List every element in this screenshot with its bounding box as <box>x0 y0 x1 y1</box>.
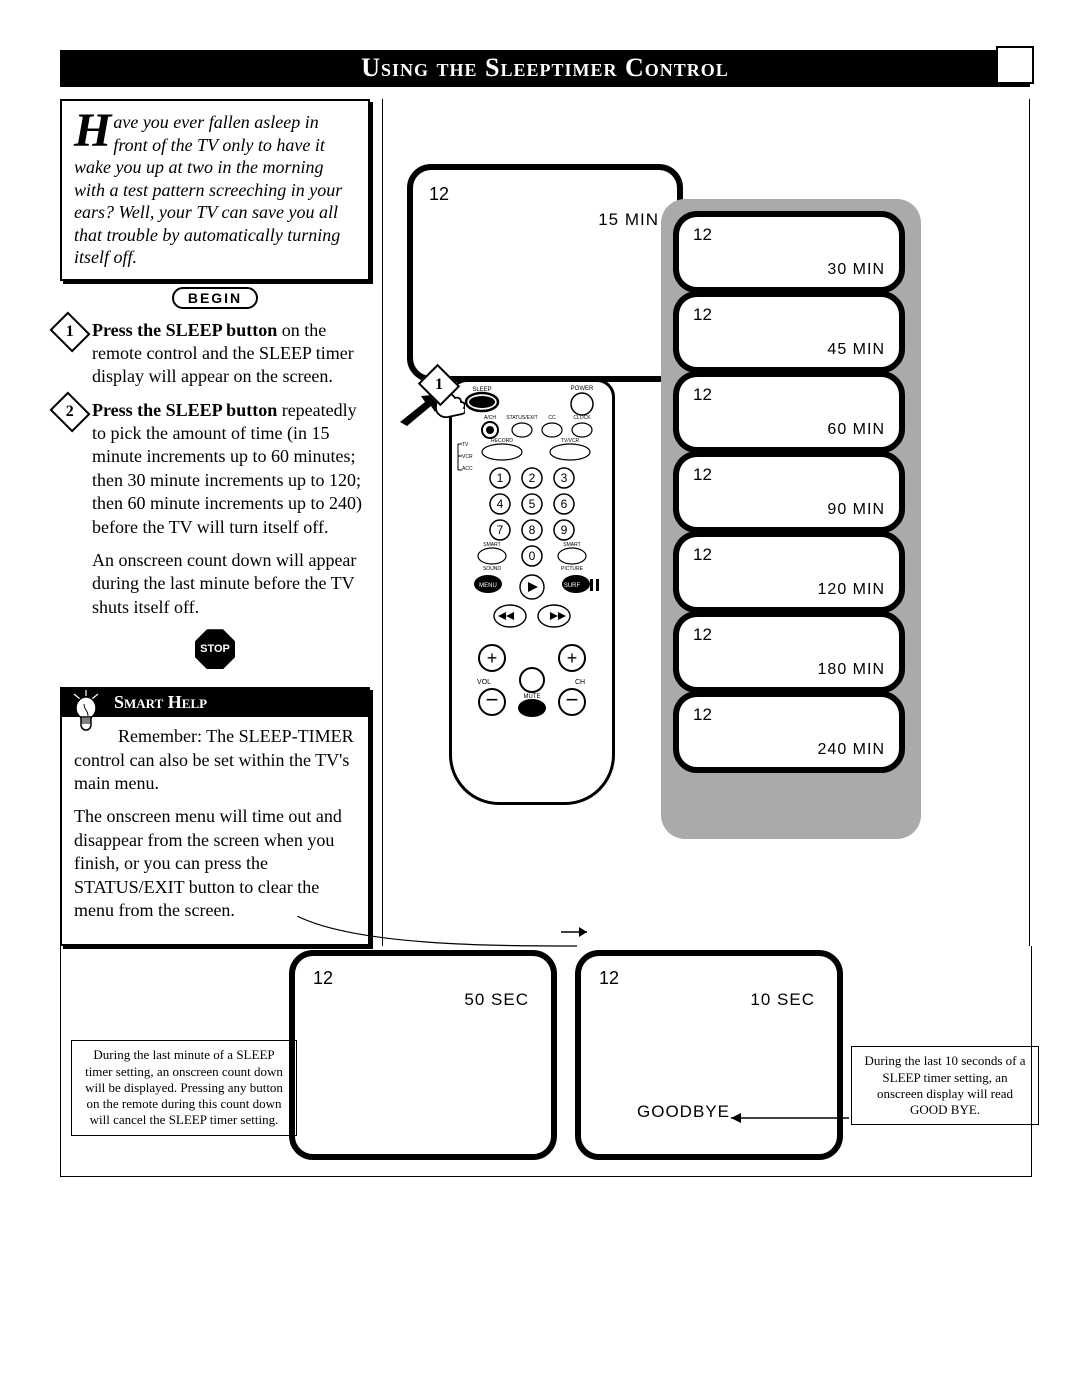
svg-text:7: 7 <box>497 523 504 537</box>
svg-text:SURF: SURF <box>564 583 581 589</box>
left-column: H ave you ever fallen asleep in front of… <box>60 99 370 946</box>
step-1-bold: Press the SLEEP button <box>92 320 277 340</box>
step-2: 2 Press the SLEEP button repeatedly to p… <box>92 399 370 539</box>
note-right: During the last 10 seconds of a SLEEP ti… <box>851 1046 1039 1125</box>
svg-text:PICTURE: PICTURE <box>561 566 584 572</box>
svg-text:0: 0 <box>529 549 536 563</box>
tv-bottom-right-ch: 12 <box>599 968 619 989</box>
svg-text:−: − <box>486 687 499 712</box>
intro-box: H ave you ever fallen asleep in front of… <box>60 99 370 281</box>
step-2-rest: repeatedly to pick the amount of time (i… <box>92 400 362 537</box>
smart-help-title: Smart Help <box>114 692 207 712</box>
right-column: 12 15 MIN 12 30 MIN 12 45 MIN 12 60 MIN <box>382 99 1030 946</box>
tv-screen-main: 12 15 MIN <box>407 164 683 382</box>
step-2-extra: An onscreen count down will appear durin… <box>92 549 370 619</box>
smart-help-box: Smart Help Remember: The SL <box>60 687 370 946</box>
remote-svg: SLEEP POWER A/CH STATUS/EXIT <box>452 382 612 802</box>
page-number-badge <box>996 46 1034 84</box>
tv-bottom-left-ch: 12 <box>313 968 333 989</box>
svg-text:MUTE: MUTE <box>524 694 541 700</box>
smart-help-p2: The onscreen menu will time out and disa… <box>74 805 356 922</box>
svg-text:6: 6 <box>561 497 568 511</box>
svg-text:STATUS/EXIT: STATUS/EXIT <box>506 415 537 421</box>
svg-text:SMART: SMART <box>563 542 580 548</box>
svg-text:RECORD: RECORD <box>491 438 513 444</box>
step-1: 1 Press the SLEEP button on the remote c… <box>92 319 370 389</box>
tv-bottom-left-val: 50 SEC <box>464 990 529 1010</box>
svg-text:CLOCK: CLOCK <box>573 415 591 421</box>
lightbulb-icon <box>72 690 100 734</box>
svg-text:+: + <box>487 648 498 668</box>
tv-stack-6: 12 240 MIN <box>673 691 905 773</box>
tv-bottom-goodbye: GOODBYE <box>637 1102 730 1122</box>
svg-text:VOL: VOL <box>477 679 491 686</box>
tv-bottom-left: 12 50 SEC <box>289 950 557 1160</box>
svg-text:CH: CH <box>575 679 585 686</box>
stop-icon: STOP <box>195 629 235 669</box>
smart-help-header: Smart Help <box>62 689 368 717</box>
remote-control: SLEEP POWER A/CH STATUS/EXIT <box>427 379 617 829</box>
stop-wrap: STOP <box>60 629 370 669</box>
page-title: Using the Sleeptimer Control <box>361 53 729 82</box>
step-2-bold: Press the SLEEP button <box>92 400 277 420</box>
svg-text:MENU: MENU <box>479 583 497 589</box>
bottom-area: 12 50 SEC 12 10 SEC GOODBYE During the l… <box>60 946 1032 1177</box>
step-1-badge: 1 <box>49 311 90 352</box>
svg-text:1: 1 <box>497 471 504 485</box>
begin-badge: BEGIN <box>172 287 258 309</box>
tv-main-channel: 12 <box>429 184 449 205</box>
svg-text:−: − <box>566 687 579 712</box>
svg-text:SOUND: SOUND <box>483 566 501 572</box>
svg-text:8: 8 <box>529 523 536 537</box>
arrow-right-note <box>721 1106 851 1136</box>
step-2-badge: 2 <box>49 391 90 432</box>
smart-help-p1: Remember: The SLEEP-TIMER control can al… <box>74 725 356 795</box>
tv-bottom-right-val: 10 SEC <box>750 990 815 1010</box>
tv-stack-3: 12 90 MIN <box>673 451 905 533</box>
svg-text:TV: TV <box>462 442 469 448</box>
arrow-between-bottom <box>561 916 601 956</box>
tv-stack-0: 12 30 MIN <box>673 211 905 293</box>
svg-text:SMART: SMART <box>483 542 500 548</box>
tv-main-value: 15 MIN <box>598 210 659 230</box>
svg-text:2: 2 <box>529 471 536 485</box>
svg-text:CC: CC <box>548 415 556 421</box>
svg-text:4: 4 <box>497 497 504 511</box>
tv-stack-5: 12 180 MIN <box>673 611 905 693</box>
tv-stack-4: 12 120 MIN <box>673 531 905 613</box>
svg-text:SLEEP: SLEEP <box>472 387 491 393</box>
note-left: During the last minute of a SLEEP timer … <box>71 1040 297 1135</box>
arrow-big-to-left <box>297 916 597 956</box>
intro-text: ave you ever fallen asleep in front of t… <box>74 112 342 267</box>
svg-text:TV/VCR: TV/VCR <box>561 438 580 444</box>
svg-text:3: 3 <box>561 471 568 485</box>
tv-stack-1: 12 45 MIN <box>673 291 905 373</box>
svg-text:9: 9 <box>561 523 568 537</box>
svg-text:+: + <box>567 648 578 668</box>
svg-text:5: 5 <box>529 497 536 511</box>
svg-text:A/CH: A/CH <box>484 415 496 421</box>
smart-help-body: Remember: The SLEEP-TIMER control can al… <box>62 717 368 944</box>
tv-stack-2: 12 60 MIN <box>673 371 905 453</box>
svg-text:ACC: ACC <box>462 466 473 472</box>
svg-text:POWER: POWER <box>571 386 594 392</box>
intro-dropcap: H <box>74 111 113 152</box>
svg-text:VCR: VCR <box>462 454 473 460</box>
page-title-bar: Using the Sleeptimer Control <box>60 50 1030 87</box>
